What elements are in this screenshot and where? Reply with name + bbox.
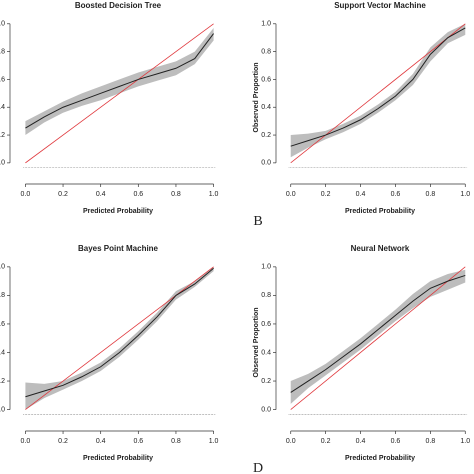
confidence-band (25, 27, 214, 136)
x-tick-label: 0.4 (356, 191, 366, 198)
y-tick-label: 0.2 (0, 132, 5, 139)
chart-title: Bayes Point Machine (78, 244, 159, 253)
x-tick-label: 0.0 (21, 438, 31, 445)
chart-title: Support Vector Machine (334, 1, 426, 10)
x-tick-label: 1.0 (209, 438, 219, 445)
reference-line (290, 23, 466, 164)
y-tick-label: 0.6 (0, 76, 5, 83)
x-tick-label: 1.0 (460, 191, 470, 198)
y-axis-label: Observed Proportion (253, 62, 260, 132)
y-tick-label: 0.4 (0, 349, 5, 356)
y-tick-label: 0.8 (261, 292, 271, 299)
x-tick-label: 0.6 (391, 191, 401, 198)
y-tick-label: 0.2 (0, 378, 5, 385)
reference-line (25, 266, 214, 410)
y-tick-label: 0.4 (261, 104, 271, 111)
y-tick-label: 0.0 (261, 406, 271, 413)
chart-title: Neural Network (351, 244, 410, 253)
x-tick-label: 0.4 (356, 438, 366, 445)
x-tick-label: 0.8 (425, 191, 435, 198)
x-tick-label: 0.2 (58, 191, 68, 198)
confidence-band (290, 269, 466, 404)
calibration-curve (25, 267, 214, 398)
x-tick-label: 0.0 (21, 191, 31, 198)
y-tick-label: 0.6 (261, 76, 271, 83)
x-tick-label: 0.6 (133, 191, 143, 198)
calibration-curve (25, 33, 214, 129)
panel: Boosted Decision Tree 0.0 0.2 0.4 0.6 0.8 1.0 0… (0, 1, 219, 215)
x-tick-label: 0.2 (58, 438, 68, 445)
panel: Support Vector Machine 0.0 0.2 0.4 0.6 0.8 1.0… (253, 1, 470, 229)
y-tick-label: 0.6 (0, 321, 5, 328)
y-tick-label: 1.0 (261, 264, 271, 271)
x-tick-label: 0.8 (171, 191, 181, 198)
x-tick-label: 1.0 (460, 438, 470, 445)
y-tick-label: 1.0 (0, 21, 5, 28)
x-tick-label: 0.2 (321, 438, 331, 445)
y-tick-label: 0.2 (261, 378, 271, 385)
panel: Neural Network 0.0 0.2 0.4 0.6 0.8 1.0 0.0 0.2 0.… (253, 244, 470, 474)
y-tick-label: 0.4 (0, 104, 5, 111)
x-tick-label: 0.8 (425, 438, 435, 445)
y-tick-label: 0.8 (0, 48, 5, 55)
y-tick-label: 0.6 (261, 321, 271, 328)
x-axis-label: Predicted Probability (345, 208, 415, 215)
x-tick-label: 0.8 (171, 438, 181, 445)
panel-label: D (253, 461, 263, 474)
y-tick-label: 0.0 (0, 160, 5, 167)
x-axis-label: Predicted Probability (83, 208, 153, 215)
reference-line (290, 266, 466, 410)
x-tick-label: 1.0 (209, 191, 219, 198)
x-tick-label: 0.4 (96, 191, 106, 198)
panel: Bayes Point Machine 0.0 0.2 0.4 0.6 0.8 1.0 0.0… (0, 244, 219, 462)
x-tick-label: 0.4 (96, 438, 106, 445)
y-tick-label: 1.0 (261, 21, 271, 28)
calibration-curve (290, 27, 466, 147)
confidence-band (290, 23, 466, 158)
x-axis-label: Predicted Probability (345, 455, 415, 462)
y-tick-label: 0.8 (261, 48, 271, 55)
x-tick-label: 0.2 (321, 191, 331, 198)
panel-label: B (253, 214, 262, 229)
chart-title: Boosted Decision Tree (75, 1, 162, 10)
y-axis-label: Observed Proportion (253, 307, 260, 377)
y-tick-label: 1.0 (0, 264, 5, 271)
y-tick-label: 0.8 (0, 292, 5, 299)
x-tick-label: 0.6 (391, 438, 401, 445)
y-tick-label: 0.0 (0, 406, 5, 413)
x-tick-label: 0.0 (286, 438, 296, 445)
x-tick-label: 0.6 (133, 438, 143, 445)
y-tick-label: 0.4 (261, 349, 271, 356)
reference-line (25, 23, 214, 164)
y-tick-label: 0.2 (261, 132, 271, 139)
x-axis-label: Predicted Probability (83, 455, 153, 462)
x-tick-label: 0.0 (286, 191, 296, 198)
y-tick-label: 0.0 (261, 160, 271, 167)
calibration-curve (290, 274, 466, 393)
